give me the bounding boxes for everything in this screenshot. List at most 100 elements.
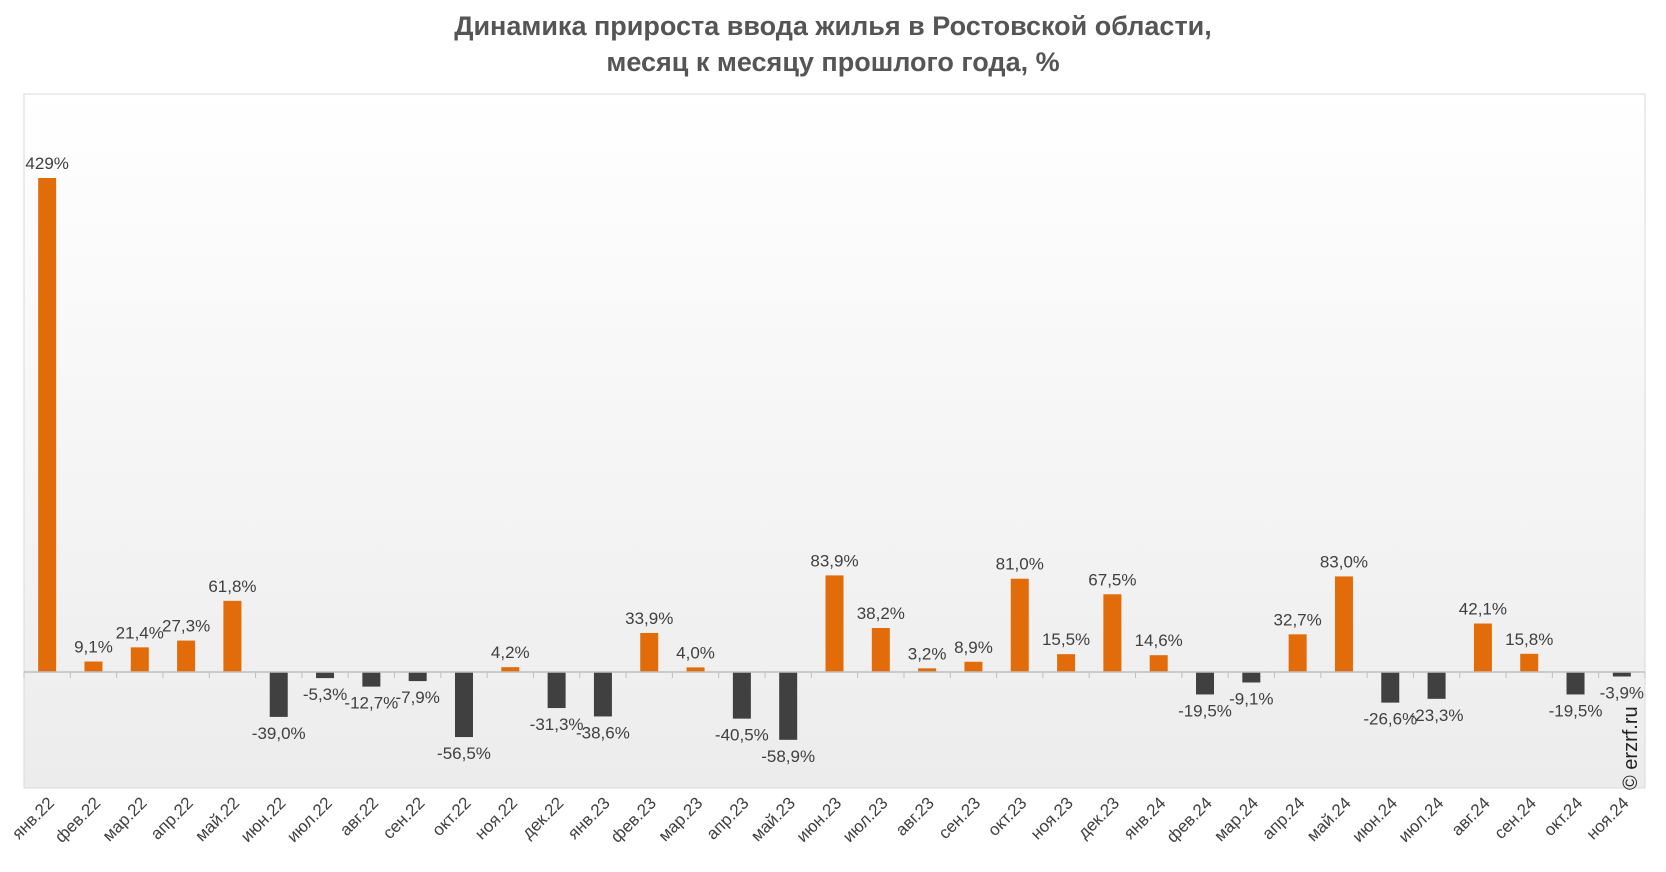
plot-area (23, 93, 1646, 789)
category-label: окт.22 (428, 793, 474, 839)
category-label: авг.22 (336, 793, 382, 839)
bars-group (38, 178, 1631, 740)
category-label: ноя.22 (471, 793, 521, 843)
value-label: 67,5% (1088, 570, 1136, 589)
category-label: фев.24 (1163, 793, 1216, 846)
bar-ноя.22 (501, 667, 520, 672)
value-label: 81,0% (996, 555, 1044, 574)
value-label: -12,7% (344, 694, 398, 713)
bar-дек.22 (547, 672, 566, 709)
category-label: сен.24 (1491, 793, 1540, 842)
bar-май.23 (779, 672, 798, 740)
value-label: -7,9% (395, 688, 439, 707)
value-label: 27,3% (162, 617, 210, 636)
bar-фев.22 (84, 661, 103, 672)
bar-авг.24 (1473, 623, 1492, 672)
value-label: -56,5% (437, 744, 491, 763)
value-label: -39,0% (252, 724, 306, 743)
value-label: 32,7% (1274, 610, 1322, 629)
chart-title-line-1: Динамика прироста ввода жилья в Ростовск… (454, 11, 1212, 41)
category-label: июн.24 (1349, 793, 1402, 846)
value-label: -23,3% (1410, 706, 1464, 725)
category-label: июн.22 (237, 793, 290, 846)
category-label: фев.22 (51, 793, 104, 846)
bar-сен.22 (408, 672, 427, 682)
value-label: 429% (25, 154, 68, 173)
bar-авг.22 (362, 672, 381, 687)
bar-сен.23 (964, 661, 983, 672)
value-label: -9,1% (1229, 689, 1273, 708)
bar-янв.23 (593, 672, 612, 717)
value-label: 14,6% (1135, 631, 1183, 650)
value-label: 61,8% (208, 577, 256, 596)
bar-сен.24 (1520, 653, 1539, 672)
category-label: дек.22 (518, 793, 567, 842)
category-label: апр.24 (1258, 793, 1308, 843)
value-label: -19,5% (1549, 701, 1603, 720)
bar-дек.23 (1103, 594, 1122, 672)
value-label: 4,0% (676, 643, 715, 662)
bar-ноя.24 (1612, 672, 1631, 677)
bar-янв.24 (1149, 655, 1168, 672)
category-label: май.23 (747, 793, 799, 845)
category-label: мар.24 (1210, 793, 1262, 845)
bar-июн.24 (1381, 672, 1400, 703)
value-label: 21,4% (116, 623, 164, 642)
category-label: ноя.23 (1027, 793, 1077, 843)
category-label: апр.23 (703, 793, 753, 843)
value-label: 15,8% (1505, 630, 1553, 649)
category-label: июл.24 (1395, 793, 1448, 846)
value-label: -31,3% (530, 715, 584, 734)
value-label: -26,6% (1363, 710, 1417, 729)
category-label: май.22 (191, 793, 243, 845)
value-label: 42,1% (1459, 600, 1507, 619)
value-labels-group: 429% 9,1%21,4%27,3% 61,8% -39,0% -5,3%-12,7%… (25, 154, 1644, 766)
bar-мар.24 (1242, 672, 1261, 683)
category-label: авг.23 (892, 793, 938, 839)
bar-июн.22 (269, 672, 288, 717)
bar-мар.22 (130, 647, 149, 672)
category-label: сен.22 (379, 793, 428, 842)
chart-title-line-2: месяц к месяцу прошлого года, % (606, 47, 1060, 77)
bar-мар.23 (686, 667, 705, 672)
value-label: 3,2% (908, 644, 947, 663)
bar-май.24 (1334, 576, 1353, 672)
category-label: мар.22 (99, 793, 151, 845)
category-label: янв.24 (1120, 793, 1170, 843)
category-label: мар.23 (655, 793, 707, 845)
bar-июл.24 (1427, 672, 1446, 699)
bar-фев.23 (640, 632, 659, 672)
category-label: фев.23 (607, 793, 660, 846)
value-label: 9,1% (74, 638, 113, 657)
chart-title: Динамика прироста ввода жилья в Ростовск… (0, 8, 1666, 80)
category-label: сен.23 (935, 793, 984, 842)
category-label: янв.22 (8, 793, 58, 843)
category-label: апр.22 (147, 793, 197, 843)
category-label: дек.23 (1074, 793, 1123, 842)
bar-апр.23 (732, 672, 751, 719)
category-label: окт.23 (984, 793, 1030, 839)
category-label: июн.23 (793, 793, 846, 846)
value-label: 15,5% (1042, 630, 1090, 649)
bar-окт.24 (1566, 672, 1585, 695)
category-label: июл.23 (839, 793, 892, 846)
bar-фев.24 (1196, 672, 1215, 695)
tick-marks-group (23, 672, 1646, 678)
value-label: -3,9% (1600, 683, 1644, 702)
bar-июл.22 (316, 672, 335, 679)
category-label: май.24 (1303, 793, 1355, 845)
value-label: -19,5% (1178, 701, 1232, 720)
bar-апр.24 (1288, 634, 1307, 672)
value-label: -5,3% (303, 685, 347, 704)
bar-ноя.23 (1057, 654, 1076, 672)
bar-июн.23 (825, 575, 844, 672)
value-label: 33,9% (625, 609, 673, 628)
value-label: -40,5% (715, 726, 769, 745)
bar-июл.23 (871, 628, 890, 672)
bar-окт.22 (454, 672, 473, 738)
value-label: 38,2% (857, 604, 905, 623)
bar-окт.23 (1010, 578, 1029, 672)
value-label: -38,6% (576, 723, 630, 742)
